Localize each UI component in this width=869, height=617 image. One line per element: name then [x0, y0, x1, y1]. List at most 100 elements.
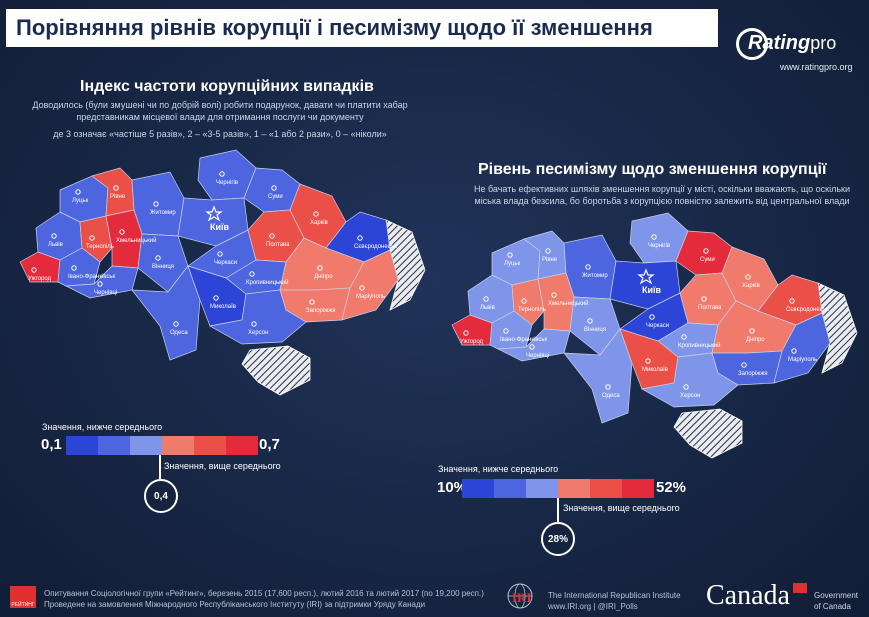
right-city-label-8: Вінниця	[584, 327, 606, 333]
right-ukraine-map: Луцьк Рівне Житомир Чернігів Суми Львів Терноп…	[451, 212, 858, 459]
left-city-label-21: Одеса	[170, 330, 188, 336]
left-city-dot-15	[71, 265, 77, 271]
left-region-23[interactable]	[208, 289, 307, 345]
right-city-label-6: Тернопіль	[518, 307, 546, 313]
right-region-6[interactable]	[511, 278, 545, 326]
right-city-label-15: Івано-Франківськ	[500, 337, 548, 343]
left-city-dot-19	[309, 299, 315, 305]
left-city-label-18: Дніпро	[314, 274, 333, 280]
legend-swatch-5	[226, 436, 258, 455]
left-capital-icon	[205, 205, 223, 222]
left-city-dot-4	[271, 185, 277, 191]
left-city-dot-1	[113, 185, 119, 191]
footer-line-2: Проведене на замовлення Міжнародного Рес…	[44, 600, 426, 609]
gov-line-1: Government	[814, 591, 859, 600]
logo-wordmark: Ratingpro	[748, 32, 837, 54]
right-city-dot-13	[789, 298, 795, 304]
left-region-20[interactable]	[341, 249, 399, 321]
left-region-21[interactable]	[131, 265, 201, 361]
canada-wordmark: Canada	[706, 580, 790, 611]
right-city-dot-10	[649, 314, 655, 320]
right-city-dot-14	[463, 330, 469, 336]
left-legend-mid-line	[159, 455, 161, 480]
left-city-label-10: Черкаси	[214, 260, 237, 266]
left-city-dot-14	[31, 267, 37, 273]
left-city-label-11: Полтава	[266, 242, 290, 248]
right-city-label-18: Дніпро	[746, 337, 765, 343]
right-city-label-20: Маріуполь	[788, 357, 817, 363]
left-map-heading: Індекс частоти корупційних випадків	[80, 78, 374, 95]
right-city-dot-6	[521, 298, 527, 304]
right-map-heading: Рівень песимізму щодо зменшення корупції	[478, 161, 827, 178]
right-legend-below-label: Значення, нижче середнього	[438, 464, 559, 474]
right-region-20[interactable]	[773, 312, 831, 384]
right-legend-bar	[462, 479, 654, 498]
left-legend-below-label: Значення, нижче середнього	[42, 422, 163, 432]
left-city-dot-3	[219, 171, 225, 177]
footer-line-1: Опитування Соціологічної групи «Рейтинг»…	[44, 589, 484, 598]
left-legend-max: 0,7	[259, 436, 280, 453]
right-map-subtitle: Не бачать ефективних шляхів зменшення ко…	[473, 184, 851, 206]
right-city-dot-16	[529, 344, 535, 350]
government-of-canada: Government of Canada	[814, 590, 858, 612]
left-city-label-4: Суми	[268, 194, 283, 200]
left-city-label-0: Луцьк	[72, 198, 89, 204]
left-city-dot-11	[269, 233, 275, 239]
right-city-dot-11	[701, 296, 707, 302]
right-city-label-0: Луцьк	[504, 261, 521, 267]
right-city-dot-21	[605, 384, 611, 390]
left-city-label-8: Вінниця	[152, 264, 174, 270]
left-city-dot-6	[89, 235, 95, 241]
iri-text: The International Republican Institute w…	[548, 590, 681, 612]
right-region-21[interactable]	[563, 328, 633, 424]
iri-logo-text: IRI	[512, 590, 532, 605]
left-legend-bar	[66, 436, 258, 455]
right-region-23[interactable]	[640, 352, 739, 408]
legend-swatch-4	[194, 436, 226, 455]
left-city-label-15: Івано-Франківськ	[68, 274, 116, 280]
right-city-dot-2	[585, 264, 591, 270]
left-city-label-19: Запоріжжя	[306, 308, 336, 314]
left-ukraine-map: Луцьк Рівне Житомир Чернігів Суми Львів Терноп…	[19, 149, 426, 396]
rating-group-logo: РЕЙТИНГ	[10, 586, 36, 608]
legend-swatch-0	[462, 479, 494, 498]
right-city-label-4: Суми	[700, 257, 715, 263]
right-city-label-22: Миколаїв	[642, 367, 668, 373]
left-city-label-22: Миколаїв	[210, 304, 236, 310]
right-city-label-1: Рівне	[542, 257, 558, 263]
left-city-label-23: Херсон	[248, 330, 268, 336]
right-city-dot-22	[645, 358, 651, 364]
right-region-16[interactable]	[496, 328, 571, 362]
left-region-16[interactable]	[64, 265, 139, 299]
left-city-label-12: Харків	[310, 220, 328, 226]
right-city-label-21: Одеса	[602, 393, 620, 399]
right-city-dot-3	[651, 234, 657, 240]
right-legend-max: 52%	[656, 479, 687, 496]
right-city-dot-23	[683, 384, 689, 390]
iri-line-2: www.IRI.org | @IRI_Polls	[548, 602, 638, 611]
left-map-scale-note: де 3 означає «частіше 5 разів», 2 – «3-5…	[53, 129, 387, 139]
left-city-label-13: Сєвєродонецьк	[354, 244, 397, 250]
ratingpro-logo[interactable]: Ratingpro www.ratingpro.org	[736, 28, 856, 78]
right-city-label-5: Львів	[480, 305, 495, 311]
right-city-dot-15	[503, 328, 509, 334]
footer-source-text: Опитування Соціологічної групи «Рейтинг»…	[44, 588, 484, 610]
legend-swatch-5	[622, 479, 654, 498]
right-city-dot-17	[681, 334, 687, 340]
left-city-dot-2	[153, 201, 159, 207]
left-city-dot-21	[173, 321, 179, 327]
left-region-6[interactable]	[79, 215, 113, 263]
canada-flag-icon	[793, 583, 807, 593]
legend-swatch-2	[526, 479, 558, 498]
right-city-label-7: Хмельницький	[548, 300, 588, 307]
right-city-label-9: Київ	[642, 285, 662, 295]
right-city-label-17: Кропивницький	[678, 342, 721, 349]
left-city-label-16: Чернівці	[94, 290, 117, 296]
right-legend-above-label: Значення, вище середнього	[563, 503, 680, 513]
right-city-dot-20	[791, 348, 797, 354]
right-city-dot-7	[551, 292, 557, 298]
left-city-dot-20	[359, 285, 365, 291]
right-city-dot-18	[749, 328, 755, 334]
left-city-label-7: Хмельницький	[116, 237, 156, 244]
legend-swatch-3	[162, 436, 194, 455]
